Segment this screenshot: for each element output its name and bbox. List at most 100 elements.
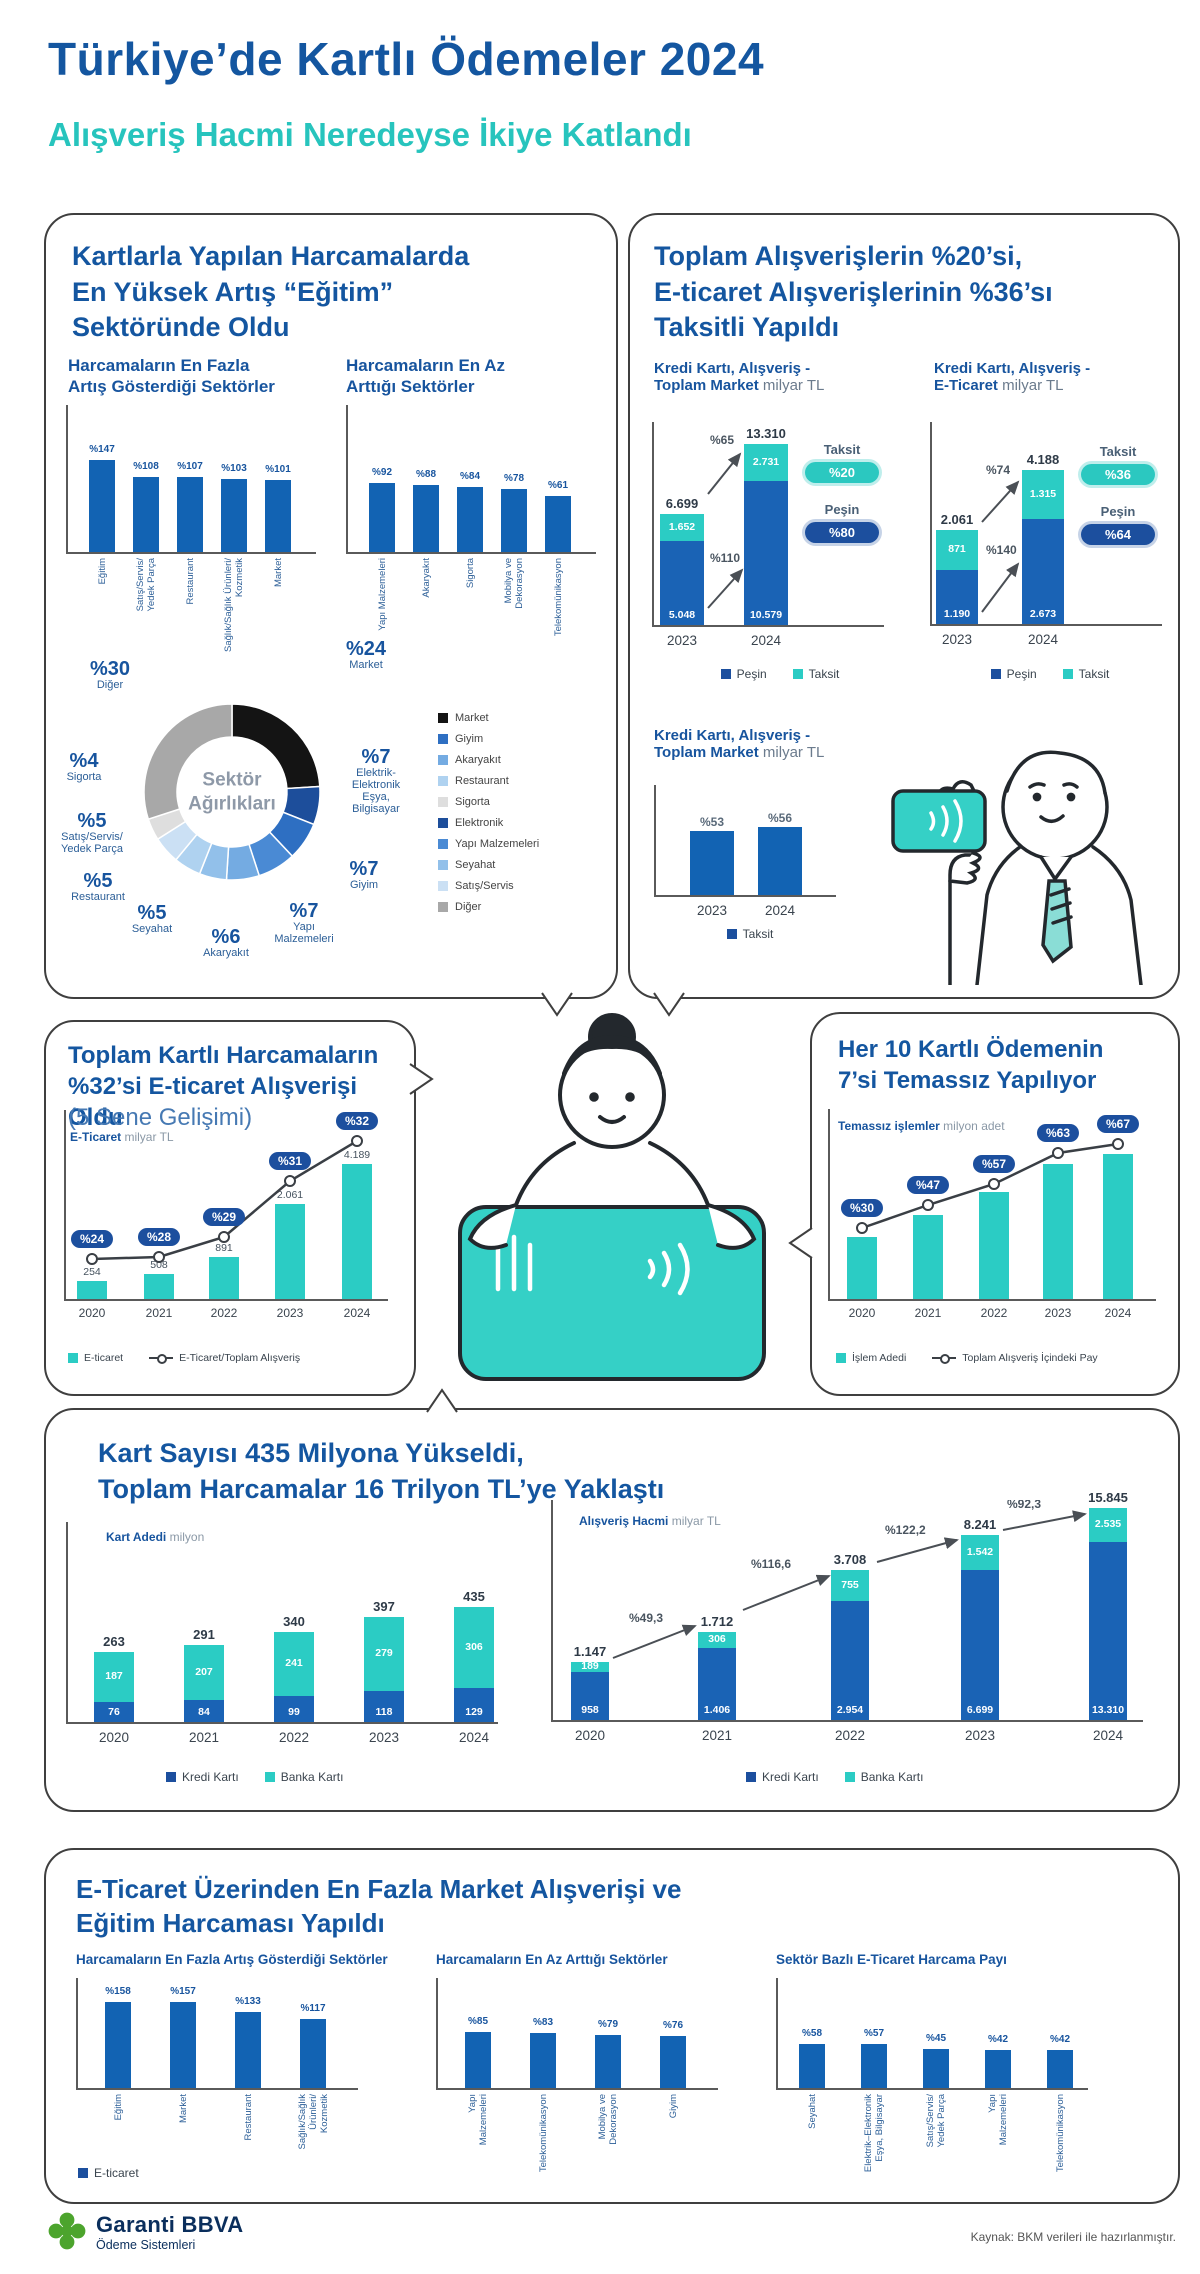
bar-total-label: 1.712 — [700, 1614, 734, 1629]
x-axis-label: 2023 — [696, 903, 728, 918]
banka-value-label: 279 — [375, 1647, 393, 1659]
bar-category-label: Mobilya ve Dekorasyon — [597, 2094, 619, 2145]
donut-label-pct: %5 — [83, 870, 113, 892]
banka-value-label: 2.535 — [1094, 1518, 1122, 1530]
donut-legend-item: Elektronik — [438, 812, 539, 833]
legend-swatch — [836, 1353, 846, 1363]
chart-axis — [551, 1500, 1143, 1722]
bar-category-label: Telekomünikasyon — [1054, 2094, 1066, 2173]
bar — [275, 1204, 305, 1299]
bar — [758, 827, 802, 895]
ecommerce-growth-legend: E-ticaret E-Ticaret/Toplam Alışveriş — [68, 1352, 300, 1364]
taksit-value-label: 2.731 — [752, 455, 780, 468]
bar-taksit — [660, 514, 704, 541]
chart-axis — [652, 422, 884, 627]
donut-label: %7 Giyim — [350, 859, 379, 891]
legend-swatch — [990, 669, 1001, 679]
line-marker — [1112, 1138, 1124, 1150]
ecom-chart-heading: Kredi Kartı, Alışveriş - E-Ticaret — [934, 360, 1091, 394]
donut-label-name: Seyahat — [131, 923, 173, 935]
kredi-value-label: 958 — [581, 1704, 599, 1716]
sector-increase-chart: %147 Eğitim %108 Satış/Servis/ Yedek Parça%… — [66, 405, 326, 685]
bar-banka — [831, 1570, 869, 1601]
bar-total-label: 4.188 — [1026, 452, 1060, 467]
bubble-ecommerce-subtitle: (5 Sene Gelişimi) — [68, 1104, 253, 1131]
man-card-illustration — [891, 750, 1143, 985]
donut-label: %5 Seyahat — [132, 903, 172, 935]
donut-legend-swatch — [438, 901, 448, 912]
panel-cards-title: Kart Sayısı 435 Milyona Yükseldi, Toplam… — [98, 1438, 665, 1504]
bar — [457, 487, 483, 552]
bar — [177, 477, 203, 552]
legend-label: Banka Kartı — [860, 1770, 924, 1784]
ecommerce-growth-chart: E-Ticaret milyar TL 254 2020 508 2021 891 2022… — [64, 1110, 400, 1322]
market-chart-heading: Kredi Kartı, Alışveriş - Toplam Market — [654, 360, 811, 394]
donut-legend-swatch — [438, 712, 448, 723]
ecom-legend-swatch — [78, 2168, 88, 2178]
bar-total-label: 3.708 — [833, 1552, 867, 1567]
bar-value-label: 891 — [215, 1242, 233, 1254]
woman-card-illustration — [458, 1013, 766, 1381]
donut-label-name: Elektrik- Elektronik Eşya, Bilgisayar — [351, 767, 401, 815]
donut-label-name: Akaryakıt — [203, 947, 249, 959]
donut-label-pct: %24 — [345, 638, 387, 660]
bar-banka — [1089, 1508, 1127, 1542]
donut-legend-swatch — [438, 754, 448, 765]
share-pill: %47 — [906, 1176, 950, 1194]
donut-label: %5 Satış/Servis/ Yedek Parça — [61, 811, 123, 855]
bubble-contactless: Her 10 Kartlı Ödemenin 7’si Temassız Yap… — [810, 1012, 1180, 1396]
tail-panel-c — [426, 1388, 458, 1413]
donut-label-name: Satış/Servis/ Yedek Parça — [61, 831, 123, 855]
bar-category-label: Yapı Malzemeleri — [987, 2094, 1009, 2146]
x-axis-label: 2022 — [980, 1306, 1008, 1320]
bar — [413, 485, 439, 552]
chart-axis — [930, 422, 1162, 626]
bar-value-label: %42 — [987, 2034, 1008, 2045]
bar-total-label: 2.061 — [940, 512, 974, 527]
bar-total-label: 1.147 — [573, 1644, 607, 1659]
x-axis-label: 2020 — [98, 1730, 130, 1745]
legend-label: E-Ticaret/Toplam Alışveriş — [179, 1352, 301, 1364]
bar-category-label: Seyahat — [806, 2094, 818, 2129]
bar-total-label: 13.310 — [746, 426, 786, 441]
tail-bubble-left — [409, 1063, 434, 1095]
bar-category-label: Yapı Malzemeleri — [467, 2094, 489, 2146]
tail-bubble-right — [788, 1227, 813, 1259]
bubble-contactless-title: Her 10 Kartlı Ödemenin 7’si Temassız Yap… — [838, 1036, 1104, 1095]
donut-slice — [174, 833, 213, 875]
donut-center-label: Sektör Ağırlıkları — [188, 769, 276, 814]
bar-total-label: 15.845 — [1088, 1490, 1128, 1505]
bar-kredi — [1089, 1508, 1127, 1720]
donut-label-name: Giyim — [349, 879, 379, 891]
kredi-value-label: 13.310 — [1091, 1704, 1125, 1716]
bar-category-label: Market — [177, 2094, 189, 2124]
panel-cards-volume: Kart Sayısı 435 Milyona Yükseldi, Toplam… — [44, 1408, 1180, 1812]
x-axis-label: 2021 — [914, 1306, 942, 1320]
banka-value-label: 207 — [195, 1665, 213, 1678]
bar-value-label: %83 — [532, 2017, 553, 2028]
taksit-chip: %36 — [1081, 464, 1155, 485]
bar — [300, 2019, 326, 2088]
donut-label-pct: %7 — [289, 900, 319, 922]
panel-installments: Toplam Alışverişlerin %20’si, E-ticaret … — [628, 213, 1180, 999]
donut-legend-label: Sigorta — [455, 795, 490, 808]
donut-label: %7 Elektrik- Elektronik Eşya, Bilgisayar — [352, 747, 400, 815]
bar-value-label: %45 — [925, 2033, 946, 2044]
donut-legend-swatch — [438, 859, 448, 870]
bar — [690, 831, 734, 895]
bar — [221, 479, 247, 552]
legend-label: Peşin — [736, 667, 767, 681]
bar-taksit — [936, 530, 978, 570]
bar — [105, 2002, 131, 2088]
bar-value-label: %84 — [459, 471, 480, 482]
legend-label: Taksit — [808, 667, 840, 681]
share-pill: %28 — [137, 1228, 181, 1246]
share-pill: %29 — [202, 1208, 246, 1226]
x-axis-label: 2023 — [964, 1728, 996, 1743]
bar — [923, 2049, 949, 2088]
donut-legend-label: Elektronik — [455, 816, 504, 829]
donut-label-pct: %5 — [137, 902, 167, 924]
decrease-heading: Harcamaların En Az Arttığı Sektörler — [346, 356, 506, 397]
legend-swatch — [1062, 669, 1073, 679]
donut-label: %30 Diğer — [90, 659, 130, 691]
